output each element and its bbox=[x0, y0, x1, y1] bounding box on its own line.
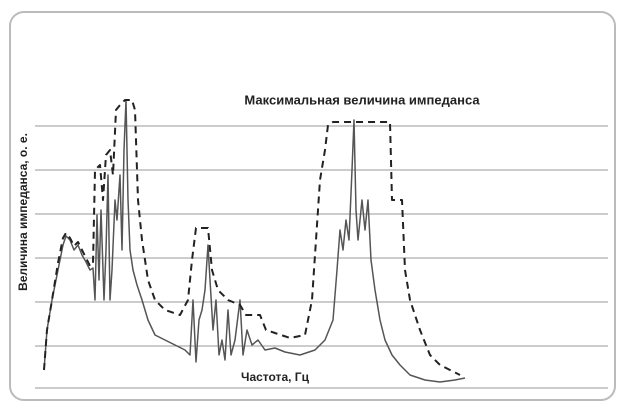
x-axis-label: Частота, Гц bbox=[241, 370, 310, 384]
chart-title: Максимальная величина импеданса bbox=[244, 92, 480, 107]
y-axis-label: Величина импеданса, о. е. bbox=[16, 133, 30, 291]
series-line bbox=[43, 99, 466, 383]
series-line bbox=[43, 99, 461, 376]
frame bbox=[9, 11, 616, 401]
